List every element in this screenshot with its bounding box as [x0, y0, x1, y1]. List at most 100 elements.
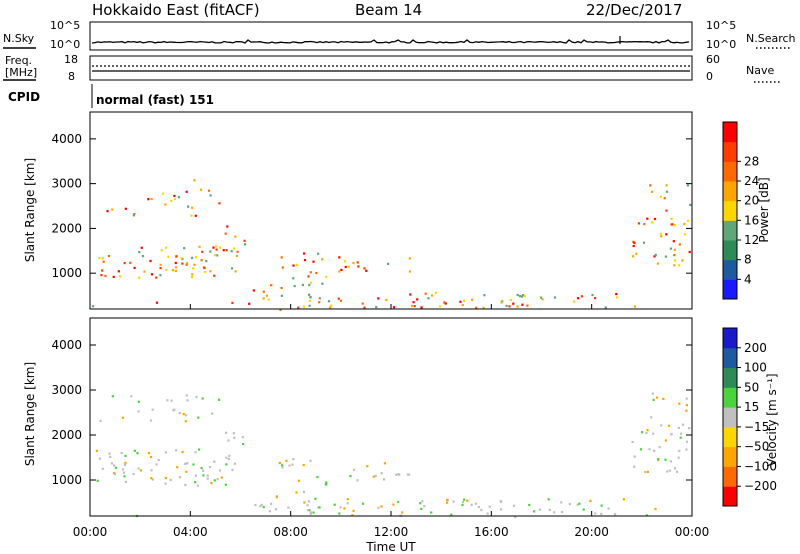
freq-label-line2: [MHz] — [5, 66, 37, 79]
velocity-colorbar: 200 100 50 15 −15 −50 −100 −200 — [722, 327, 777, 507]
range-time-cell — [366, 465, 369, 468]
range-time-cell — [673, 224, 677, 227]
range-time-cell — [200, 467, 203, 470]
range-time-cell — [200, 259, 203, 262]
range-time-cell — [268, 510, 271, 513]
range-time-cell — [301, 283, 304, 287]
range-time-cell — [471, 298, 474, 301]
range-time-cell — [309, 511, 312, 514]
range-time-cell — [274, 508, 278, 511]
range-time-cell — [260, 503, 263, 506]
range-time-cell — [124, 480, 127, 483]
range-time-cell — [285, 459, 288, 462]
range-time-cell — [184, 483, 187, 487]
range-time-cell — [343, 507, 346, 510]
range-time-cell — [151, 478, 154, 481]
freq-panel-frame — [89, 55, 693, 81]
range-time-cell — [216, 254, 219, 257]
range-time-cell — [160, 249, 163, 252]
range-time-cell — [248, 302, 251, 305]
colorbar-swatch — [723, 279, 737, 300]
range-time-cell — [302, 464, 305, 467]
range-time-cell — [101, 257, 104, 260]
range-tick-label: 1000 — [51, 266, 82, 280]
range-time-cell — [307, 275, 310, 278]
range-time-cell — [124, 463, 127, 467]
range-time-cell — [681, 259, 684, 262]
range-time-cell — [262, 297, 265, 300]
range-time-cell — [96, 479, 99, 482]
range-time-cell — [191, 206, 194, 209]
range-time-cell — [292, 458, 295, 461]
range-time-cell — [262, 505, 265, 509]
range-time-cell — [201, 397, 204, 400]
range-time-cell — [343, 260, 347, 263]
range-time-cell — [408, 270, 412, 273]
colorbar-frame — [722, 327, 738, 507]
range-time-cell — [123, 475, 126, 478]
range-time-cell — [325, 275, 328, 278]
range-time-cell — [137, 410, 140, 413]
range-time-cell — [632, 255, 635, 258]
power-panel-frame — [89, 111, 693, 310]
range-time-cell — [520, 295, 524, 298]
range-time-cell — [315, 272, 318, 275]
range-time-cell — [509, 298, 512, 302]
range-time-cell — [683, 222, 686, 226]
colorbar-swatch — [723, 181, 737, 202]
range-time-cell — [385, 298, 388, 302]
colorbar-tick-label: 200 — [744, 341, 767, 355]
range-time-cell — [181, 450, 184, 454]
range-time-cell — [184, 462, 187, 465]
range-time-cell — [392, 306, 396, 309]
range-time-cell — [654, 253, 657, 256]
range-time-cell — [683, 233, 687, 236]
range-time-cell — [522, 294, 525, 297]
range-time-cell — [227, 457, 230, 461]
range-time-cell — [643, 223, 646, 226]
range-time-cell — [685, 404, 688, 407]
range-time-cell — [499, 500, 502, 503]
range-time-cell — [306, 509, 309, 512]
range-time-cell — [138, 276, 141, 279]
range-time-cell — [420, 507, 423, 510]
range-time-cell — [560, 501, 563, 504]
range-time-cell — [678, 449, 681, 452]
range-time-cell — [280, 256, 283, 259]
range-time-cell — [594, 297, 597, 300]
range-time-cell — [658, 446, 661, 449]
colorbar-swatch — [723, 259, 737, 280]
colorbar-tick-label: 24 — [744, 174, 759, 188]
range-time-cell — [413, 305, 416, 308]
range-time-cell — [349, 475, 352, 478]
range-time-cell — [213, 254, 216, 257]
range-time-cell — [653, 449, 656, 452]
range-time-cell — [462, 501, 465, 504]
range-time-cell — [225, 249, 228, 252]
range-time-cell — [444, 302, 447, 305]
range-time-cell — [164, 451, 167, 454]
range-time-cell — [174, 261, 177, 265]
range-time-cell — [665, 209, 668, 212]
range-time-cell — [224, 483, 227, 486]
range-time-cell — [159, 267, 162, 270]
range-time-cell — [185, 263, 188, 266]
range-time-cell — [209, 194, 212, 197]
range-time-cell — [338, 256, 341, 259]
range-time-cell — [541, 298, 544, 301]
range-time-cell — [443, 301, 446, 304]
range-time-cell — [173, 197, 177, 200]
range-time-cell — [186, 462, 189, 465]
range-time-cell — [338, 270, 341, 273]
range-time-cell — [365, 269, 368, 272]
range-time-cell — [659, 195, 662, 198]
range-time-cell — [155, 276, 158, 279]
colorbar-swatch — [723, 446, 737, 467]
range-time-cell — [644, 471, 647, 474]
power-colorbar-label: Power [dB] — [757, 177, 771, 242]
range-time-cell — [150, 273, 154, 276]
range-time-cell — [361, 502, 365, 505]
range-time-cell — [137, 400, 140, 403]
range-time-cell — [193, 263, 196, 266]
